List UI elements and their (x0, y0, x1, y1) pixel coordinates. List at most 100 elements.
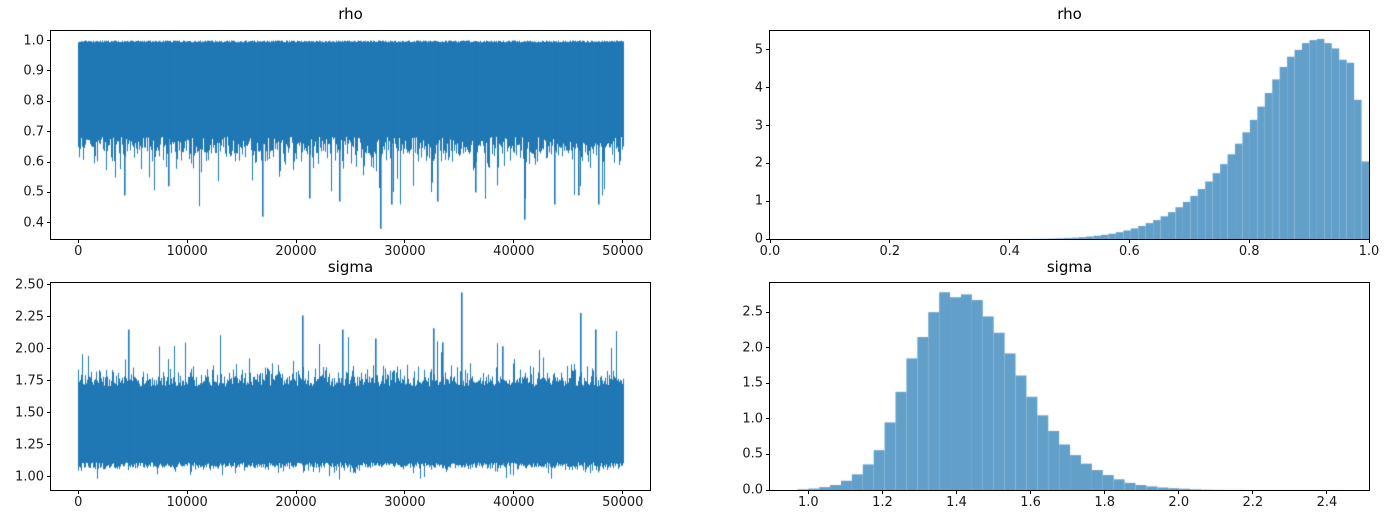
y-tick-label: 0.4 (23, 215, 44, 231)
x-tick-mark (77, 240, 79, 243)
y-tick-label: 2 (754, 155, 763, 171)
x-tick-mark (956, 491, 958, 494)
x-tick-label: 50000 (602, 495, 644, 510)
x-tick-mark (404, 491, 406, 494)
y-tick-label: 0.6 (23, 154, 44, 170)
x-tick-mark (513, 491, 515, 494)
x-tick-mark (1248, 240, 1250, 243)
y-tick-label: 0 (754, 231, 763, 247)
y-tick-label: 0.5 (742, 446, 763, 462)
x-tick-label: 2.0 (1168, 495, 1190, 510)
x-tick-mark (295, 491, 297, 494)
rho-hist-title: rho (1057, 5, 1082, 23)
y-tick-mark (766, 418, 769, 420)
y-tick-label: 0.9 (23, 63, 44, 79)
rho-hist-canvas (770, 31, 1369, 239)
y-tick-mark (766, 453, 769, 455)
x-tick-mark (513, 240, 515, 243)
y-tick-label: 4 (754, 80, 763, 96)
x-tick-label: 0.8 (1238, 244, 1260, 259)
y-tick-label: 0.7 (23, 124, 44, 140)
x-tick-label: 1.0 (1358, 244, 1380, 259)
x-tick-mark (807, 491, 809, 494)
sigma-trace-title: sigma (327, 258, 374, 276)
y-tick-mark (766, 162, 769, 164)
x-tick-mark (186, 240, 188, 243)
x-tick-label: 30000 (384, 495, 426, 510)
y-tick-label: 0.5 (23, 184, 44, 200)
x-tick-label: 10000 (166, 244, 208, 259)
y-tick-label: 2.50 (15, 277, 44, 293)
y-tick-mark (47, 100, 50, 102)
x-tick-label: 20000 (275, 495, 317, 510)
x-tick-mark (889, 240, 891, 243)
y-tick-label: 2.0 (742, 340, 763, 356)
y-tick-mark (47, 284, 50, 286)
x-tick-label: 40000 (493, 244, 535, 259)
x-tick-label: 40000 (493, 495, 535, 510)
y-tick-mark (47, 348, 50, 350)
y-tick-label: 0.8 (23, 93, 44, 109)
rho-hist-plot: 0.0 0.2 0.4 0.6 0.8 1.0 0 1 2 3 4 5 (755, 30, 1379, 259)
y-tick-mark (47, 316, 50, 318)
x-tick-mark (1104, 491, 1106, 494)
y-tick-label: 1.0 (742, 411, 763, 427)
x-tick-mark (1009, 240, 1011, 243)
y-tick-label: 3 (754, 118, 763, 134)
x-tick-mark (881, 491, 883, 494)
y-tick-label: 1.5 (742, 375, 763, 391)
x-tick-mark (1368, 240, 1370, 243)
y-tick-mark (47, 476, 50, 478)
x-tick-label: 2.4 (1316, 495, 1338, 510)
y-tick-mark (47, 131, 50, 133)
x-tick-label: 0 (74, 495, 83, 510)
x-tick-label: 1.4 (946, 495, 967, 510)
y-tick-mark (766, 49, 769, 51)
x-tick-label: 1.0 (797, 495, 819, 510)
y-tick-label: 1.25 (15, 437, 44, 453)
x-tick-mark (404, 240, 406, 243)
rho-trace-canvas (51, 31, 650, 239)
y-tick-label: 0.0 (742, 482, 763, 498)
x-tick-label: 1.6 (1020, 495, 1041, 510)
x-tick-mark (622, 240, 624, 243)
y-tick-label: 2.25 (15, 309, 44, 325)
sigma-trace-canvas (51, 283, 650, 490)
y-tick-label: 2.00 (15, 341, 44, 357)
y-tick-label: 2.5 (742, 304, 763, 320)
y-tick-label: 1.75 (15, 373, 44, 389)
x-tick-label: 2.2 (1242, 495, 1264, 510)
x-tick-mark (1252, 491, 1254, 494)
y-tick-mark (766, 200, 769, 202)
y-tick-mark (766, 87, 769, 89)
sigma-hist-plot: 1.0 1.2 1.4 1.6 1.8 2.0 2.2 2.4 0.0 0.5 1.0 1.5 2.0 2… (742, 282, 1370, 510)
y-tick-mark (47, 444, 50, 446)
y-tick-mark (766, 311, 769, 313)
x-tick-mark (77, 491, 79, 494)
x-tick-label: 0.6 (1119, 244, 1140, 259)
x-tick-mark (1128, 240, 1130, 243)
y-tick-mark (47, 222, 50, 224)
y-tick-mark (47, 380, 50, 382)
y-tick-label: 1.0 (23, 33, 44, 49)
x-tick-mark (1178, 491, 1180, 494)
rho-trace-title: rho (338, 5, 363, 23)
sigma-trace-plot: 0 10000 20000 30000 40000 50000 1.00 1.25 1.50 1.… (15, 277, 651, 510)
y-tick-label: 5 (754, 42, 763, 58)
x-tick-mark (1030, 491, 1032, 494)
y-tick-mark (766, 238, 769, 240)
y-tick-mark (47, 412, 50, 414)
y-tick-mark (47, 161, 50, 163)
x-tick-label: 0 (74, 244, 83, 259)
x-tick-label: 1.8 (1094, 495, 1116, 510)
x-tick-label: 1.2 (872, 495, 893, 510)
y-tick-mark (47, 191, 50, 193)
sigma-hist-canvas (770, 283, 1369, 490)
x-tick-mark (186, 491, 188, 494)
y-tick-mark (766, 489, 769, 491)
x-tick-mark (295, 240, 297, 243)
y-tick-mark (766, 347, 769, 349)
y-tick-mark (47, 70, 50, 72)
x-tick-label: 0.4 (999, 244, 1020, 259)
y-tick-label: 1.00 (15, 469, 44, 485)
